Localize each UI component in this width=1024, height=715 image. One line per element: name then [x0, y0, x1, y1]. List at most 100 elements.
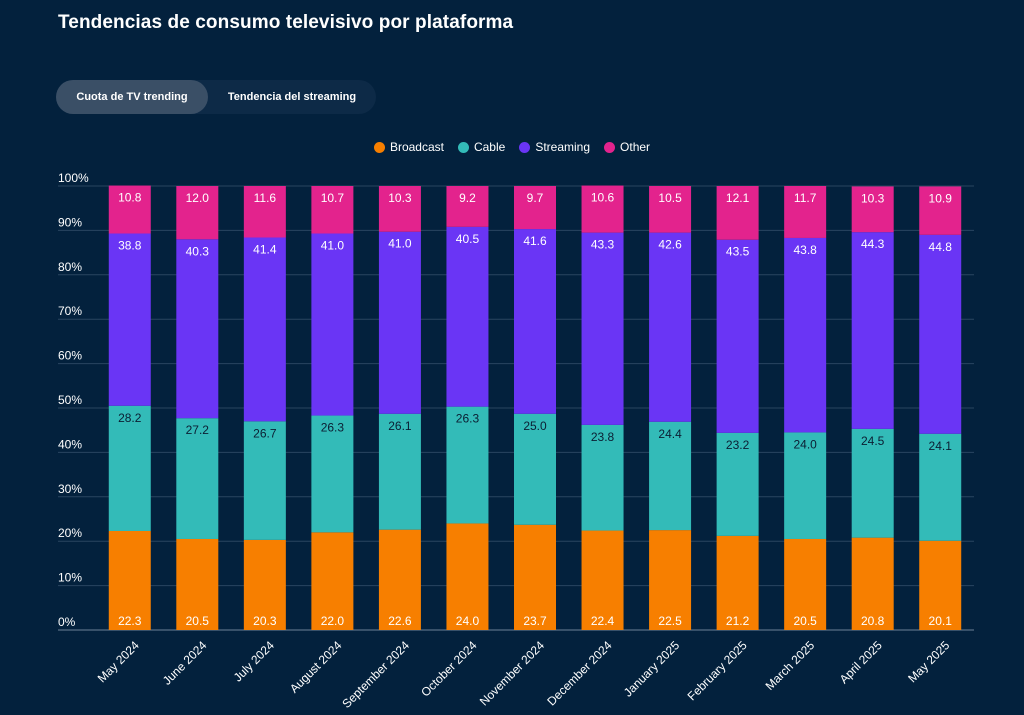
bar-segment-broadcast: [243, 539, 286, 630]
data-label: 24.5: [861, 434, 885, 448]
legend-item-streaming[interactable]: Streaming: [519, 140, 590, 154]
data-label: 10.3: [388, 191, 412, 205]
bar-segment-streaming: [581, 232, 624, 425]
bar-segment-cable: [851, 428, 894, 538]
data-label: 20.1: [929, 614, 953, 628]
bar-segment-broadcast: [784, 538, 827, 630]
data-label: 42.6: [658, 238, 682, 252]
data-label: 11.7: [794, 191, 817, 205]
bar-segment-streaming: [919, 234, 962, 434]
data-label: 28.2: [118, 411, 142, 425]
bar-segment-broadcast: [716, 535, 759, 630]
data-label: 41.4: [253, 243, 277, 257]
data-label: 26.3: [456, 412, 480, 426]
bar-segment-cable: [446, 406, 489, 524]
data-label: 41.6: [523, 234, 547, 248]
bar-segment-cable: [649, 421, 692, 531]
x-tick-label: April 2025: [837, 638, 885, 686]
bar-segment-broadcast: [581, 530, 624, 630]
data-label: 24.0: [456, 614, 480, 628]
data-label: 9.7: [527, 191, 544, 205]
bar-segment-other: [649, 186, 692, 233]
legend-label: Streaming: [535, 140, 591, 154]
bar-segment-streaming: [311, 233, 354, 416]
data-label: 23.7: [523, 614, 547, 628]
bar-segment-broadcast: [649, 530, 692, 630]
legend-item-other[interactable]: Other: [604, 140, 650, 154]
data-label: 24.1: [929, 439, 953, 453]
bar-segment-other: [851, 186, 894, 233]
data-label: 22.5: [658, 614, 682, 628]
x-tick-label: January 2025: [621, 638, 683, 700]
data-label: 20.8: [861, 614, 885, 628]
data-label: 26.1: [388, 419, 412, 433]
y-tick-label: 30%: [58, 482, 82, 496]
bar-segment-streaming: [243, 237, 286, 422]
bar-segment-streaming: [176, 239, 219, 419]
y-tick-label: 100%: [58, 171, 89, 185]
data-label: 26.3: [321, 421, 345, 435]
bar-segment-broadcast: [311, 532, 354, 630]
y-tick-label: 10%: [58, 571, 82, 585]
bar-segment-streaming: [108, 233, 151, 406]
x-tick-label: June 2024: [160, 638, 210, 688]
chart-legend: Broadcast Cable Streaming Other: [0, 140, 1024, 154]
x-tick-label: February 2025: [685, 638, 750, 703]
data-label: 41.0: [388, 237, 412, 251]
data-label: 20.5: [793, 614, 817, 628]
tab-streaming-trend[interactable]: Tendencia del streaming: [208, 80, 376, 114]
bar-segment-other: [581, 185, 624, 233]
bar-segment-other: [311, 186, 354, 234]
bar-segment-broadcast: [851, 537, 894, 630]
bar-segment-streaming: [851, 232, 894, 429]
bar-segment-streaming: [649, 232, 692, 422]
legend-item-cable[interactable]: Cable: [457, 140, 506, 154]
data-label: 40.3: [186, 244, 210, 258]
data-label: 26.7: [253, 426, 277, 440]
bar-segment-streaming: [514, 229, 556, 414]
bar-segment-cable: [176, 418, 219, 539]
bar-segment-other: [378, 186, 421, 232]
bar-segment-broadcast: [514, 524, 556, 630]
bar-segment-cable: [716, 432, 759, 536]
legend-label: Cable: [473, 140, 506, 154]
legend-swatch-streaming: [519, 141, 531, 153]
data-label: 10.3: [861, 191, 885, 205]
x-tick-label: October 2024: [418, 638, 480, 700]
bar-segment-broadcast: [176, 538, 219, 630]
y-tick-label: 80%: [58, 260, 82, 274]
data-label: 38.8: [118, 239, 142, 253]
data-label: 11.6: [254, 191, 277, 205]
x-tick-label: March 2025: [763, 638, 818, 693]
data-label: 12.1: [726, 191, 750, 205]
bar-segment-other: [716, 186, 759, 240]
data-label: 22.3: [118, 614, 142, 628]
x-tick-label: August 2024: [287, 638, 345, 696]
data-label: 24.0: [793, 437, 817, 451]
legend-label: Other: [620, 140, 651, 154]
bar-segment-other: [446, 186, 489, 227]
y-tick-label: 90%: [58, 215, 82, 229]
x-tick-label: November 2024: [477, 638, 548, 709]
data-label: 10.8: [118, 191, 142, 205]
x-tick-label: December 2024: [544, 638, 615, 709]
x-tick-label: September 2024: [339, 638, 412, 711]
data-label: 23.2: [726, 438, 750, 452]
bar-segment-cable: [378, 413, 421, 530]
tab-tv-share[interactable]: Cuota de TV trending: [56, 80, 208, 114]
data-label: 43.3: [591, 238, 615, 252]
bar-segment-broadcast: [108, 530, 151, 630]
bar-segment-cable: [311, 415, 354, 533]
bar-segment-other: [243, 186, 286, 238]
bar-segment-cable: [108, 405, 151, 531]
legend-swatch-other: [604, 141, 616, 153]
legend-item-broadcast[interactable]: Broadcast: [373, 140, 444, 154]
x-tick-label: July 2024: [231, 638, 277, 684]
data-label: 24.4: [658, 427, 682, 441]
bar-segment-other: [919, 186, 962, 235]
data-label: 44.3: [861, 237, 885, 251]
bar-segment-broadcast: [446, 523, 489, 630]
y-tick-label: 20%: [58, 526, 82, 540]
x-tick-label: May 2024: [95, 638, 142, 685]
